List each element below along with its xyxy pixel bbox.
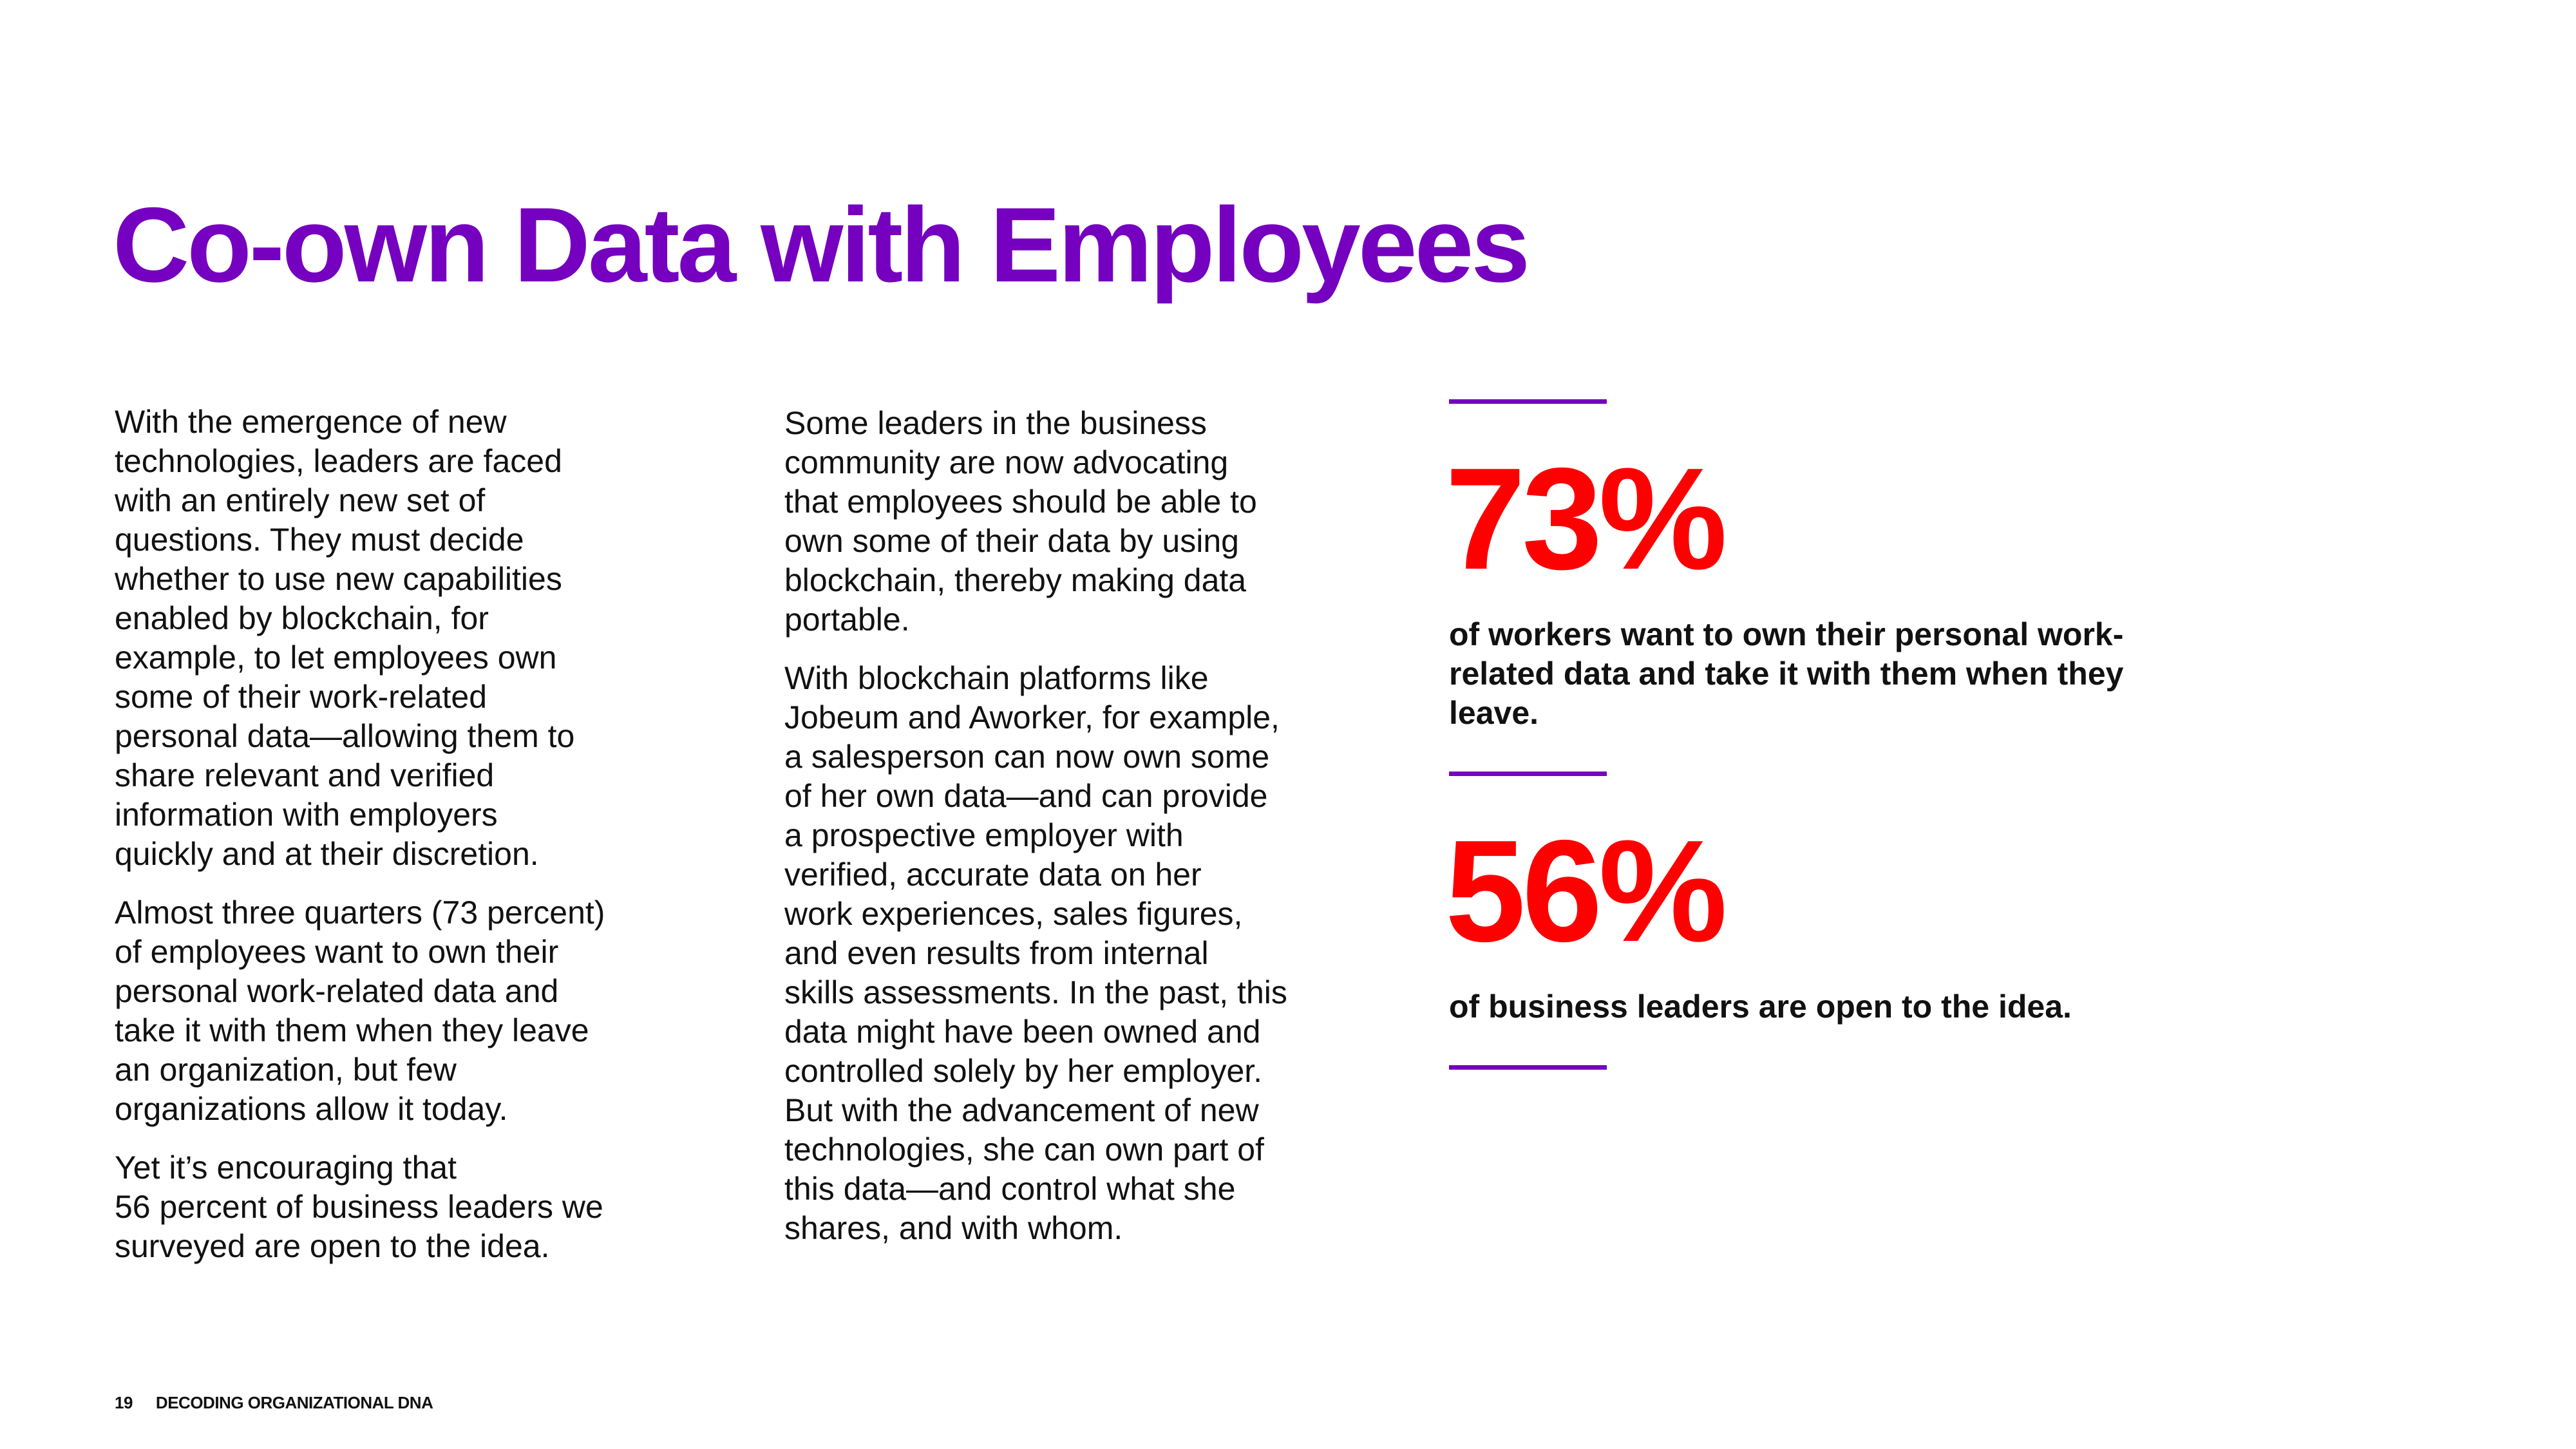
stat-value-leaders: 56% [1445, 810, 1727, 972]
body-column-middle: Some leaders in the business community a… [784, 404, 1364, 1267]
body-column-left: With the emergence of new technologies, … [115, 402, 694, 1285]
page-number: 19 [115, 1393, 133, 1412]
stats-panel: 73% of workers want to own their persona… [1445, 399, 2222, 1070]
divider-rule [1449, 772, 1607, 776]
paragraph: Yet it’s encouraging that 56 percent of … [115, 1150, 603, 1264]
page-title: Co-own Data with Employees [113, 185, 1530, 304]
stat-description-leaders: of business leaders are open to the idea… [1449, 989, 2072, 1025]
divider-rule [1449, 399, 1607, 404]
paragraph: With blockchain platforms like Jobeum an… [784, 660, 1287, 1246]
stat-description-workers: of workers want to own their personal wo… [1449, 616, 2124, 731]
paragraph: With the emergence of new technologies, … [115, 404, 575, 872]
paragraph: Some leaders in the business community a… [784, 405, 1257, 638]
paragraph: Almost three quarters (73 percent) of em… [115, 895, 605, 1127]
divider-rule [1449, 1065, 1607, 1070]
publication-title: DECODING ORGANIZATIONAL DNA [155, 1393, 433, 1412]
page-footer: 19 DECODING ORGANIZATIONAL DNA [115, 1393, 433, 1413]
stat-value-workers: 73% [1445, 437, 1727, 600]
